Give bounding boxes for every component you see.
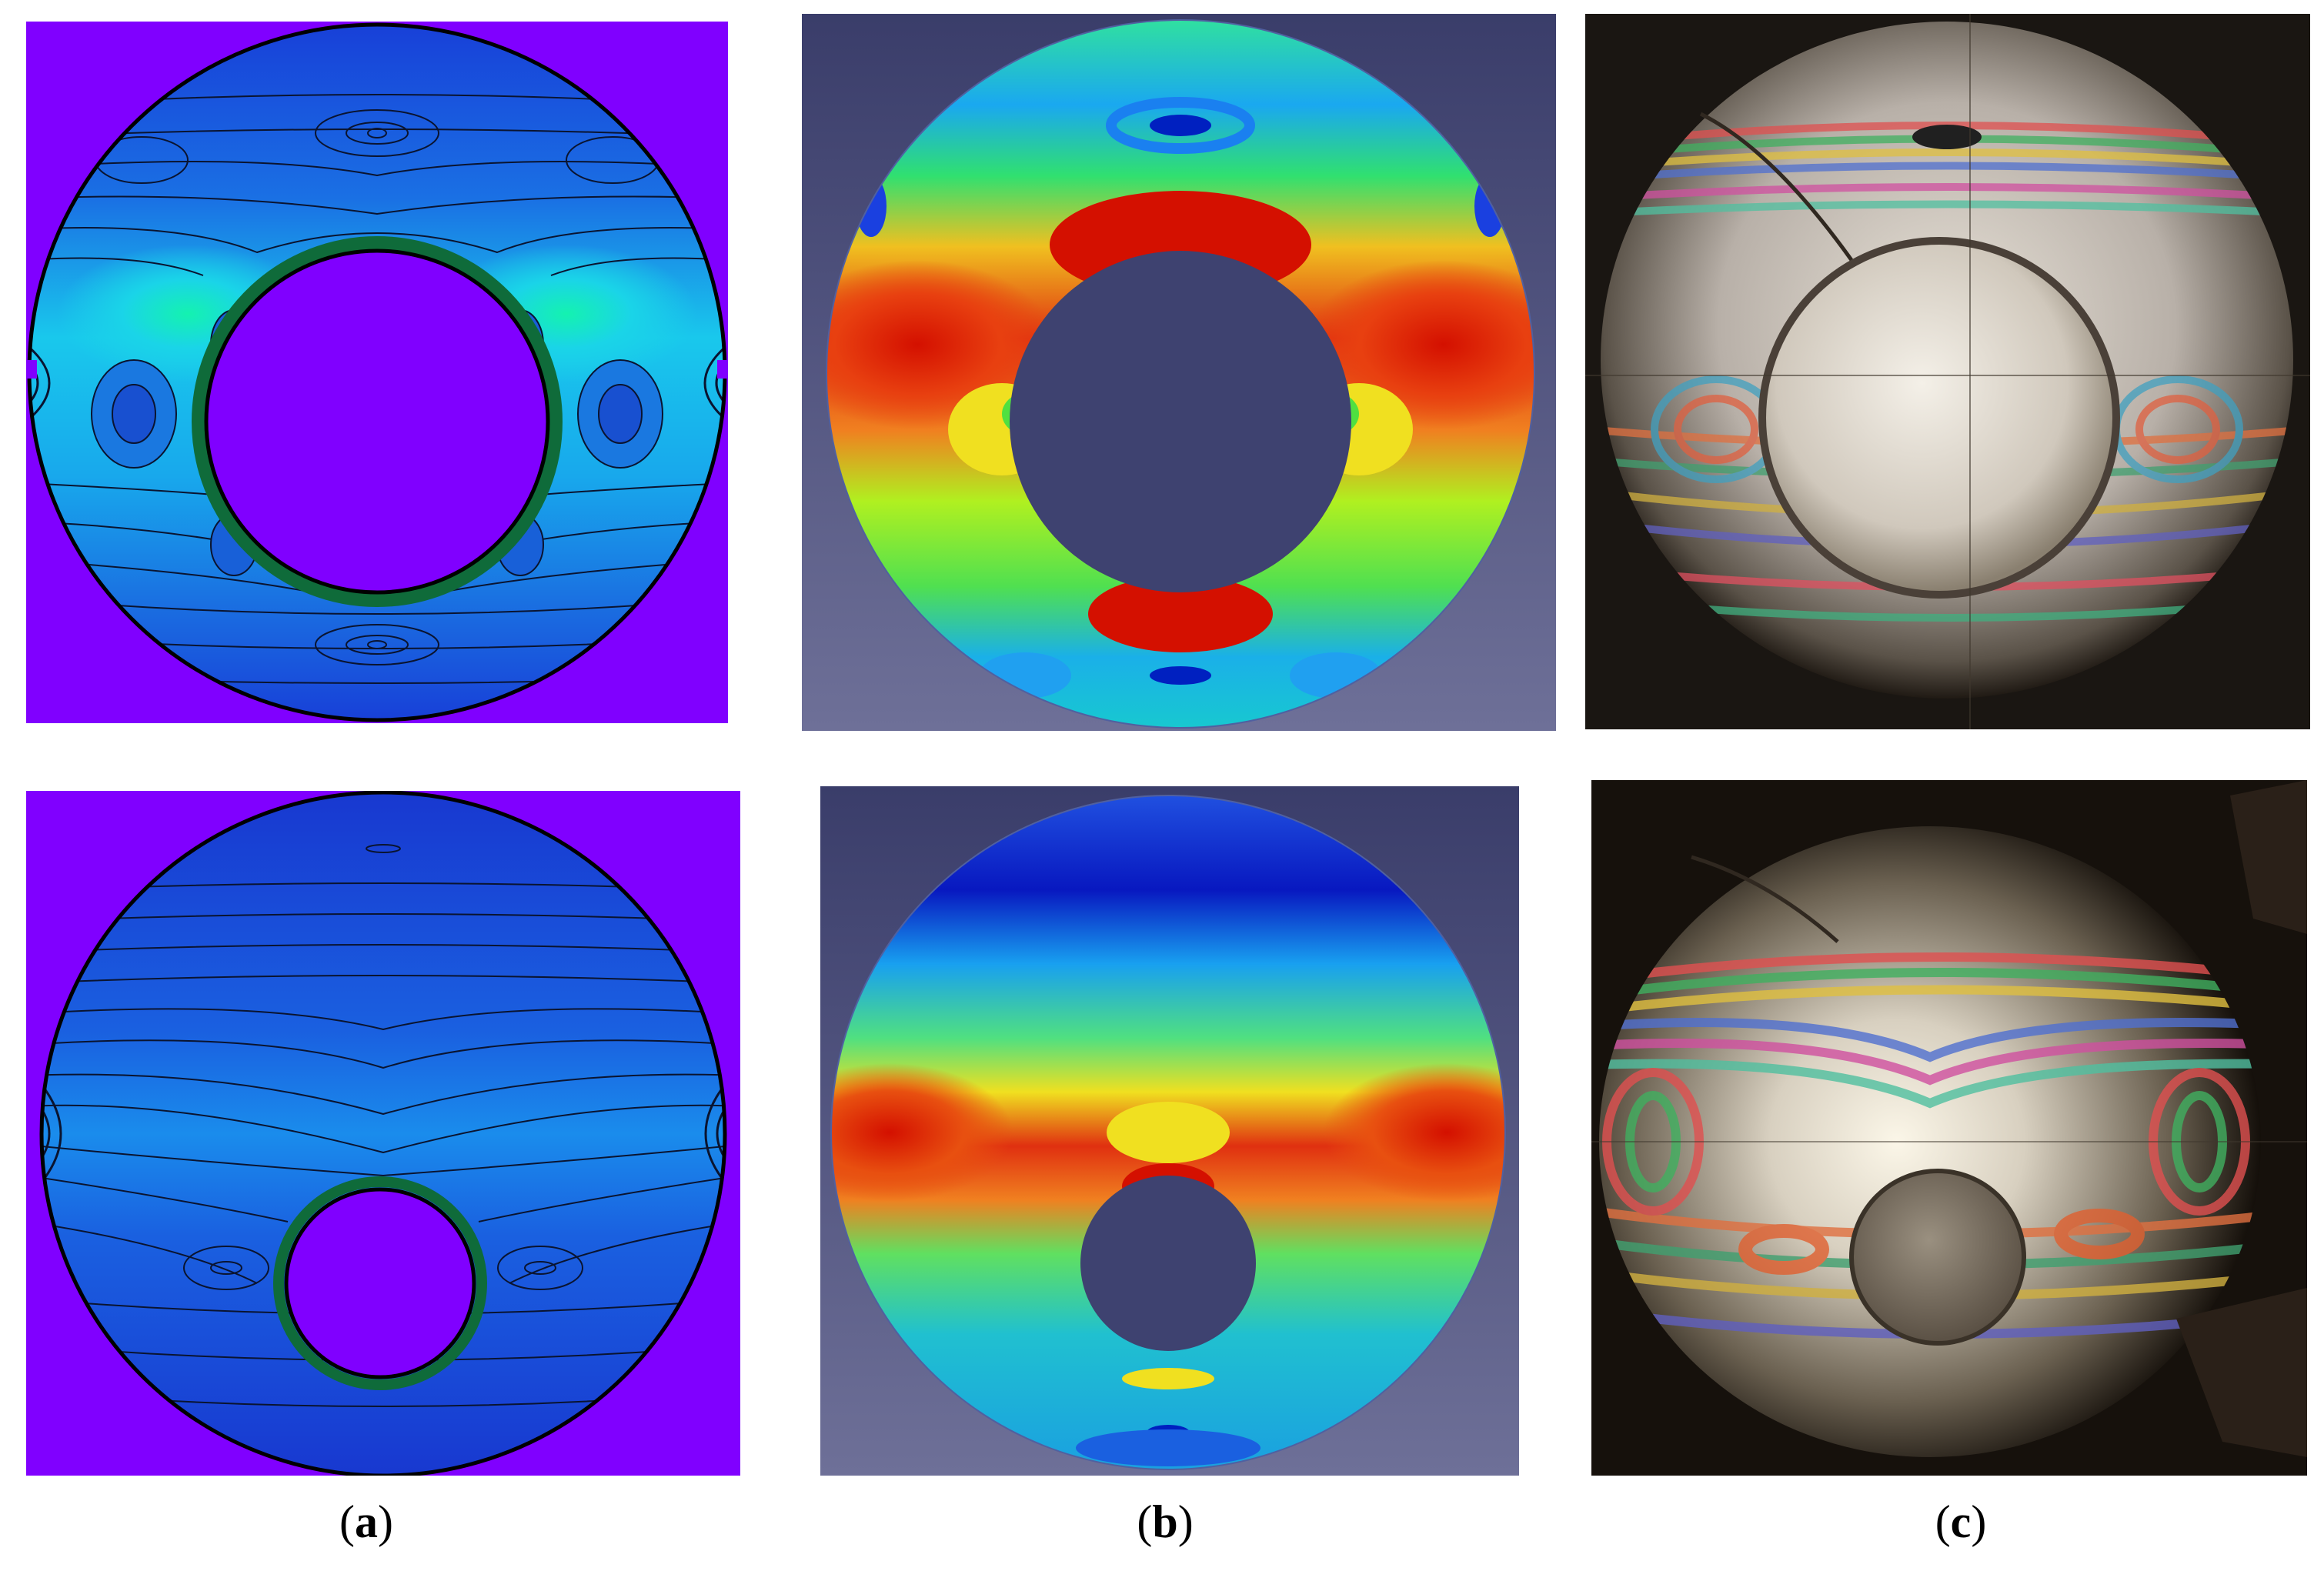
caption-c-open: ( — [1935, 1496, 1951, 1547]
caption-c-letter: c — [1950, 1496, 1972, 1547]
panel-c-top-photograph — [1585, 14, 2310, 729]
fixture-corner-bottom — [2176, 1288, 2307, 1457]
caption-a-open: ( — [339, 1496, 355, 1547]
central-hole — [1080, 1176, 1256, 1351]
fea-map-svg — [820, 786, 1519, 1476]
contour-plot-svg — [26, 791, 740, 1476]
caption-c-close: ) — [1971, 1496, 1987, 1547]
contour-disc — [42, 792, 725, 1476]
caption-b-letter: b — [1152, 1496, 1178, 1547]
caption-b-close: ) — [1177, 1496, 1194, 1547]
top-dark-fringe — [1912, 125, 1982, 149]
caption-c: (c) — [1845, 1491, 2076, 1553]
caption-a-letter: a — [355, 1496, 378, 1547]
panel-b-bottom-fea-map — [820, 786, 1519, 1476]
hole-rim-band — [273, 1176, 487, 1390]
right-load-point — [717, 360, 728, 379]
photograph-svg — [1585, 14, 2310, 729]
caption-a-close: ) — [378, 1496, 393, 1547]
central-hole — [1849, 1169, 2026, 1346]
crack-line — [1699, 112, 1865, 277]
panel-b-top-fea-map — [802, 14, 1556, 731]
fea-stress-regions — [826, 97, 1534, 699]
caption-b-open: ( — [1137, 1496, 1153, 1547]
contour-plot-svg — [26, 22, 728, 723]
caption-b: (b) — [1050, 1491, 1281, 1553]
panel-a-top-contour-plot — [26, 22, 728, 723]
crack-line — [1691, 855, 1839, 943]
photograph-svg — [1591, 780, 2307, 1476]
central-hole — [204, 248, 550, 595]
left-load-point — [26, 360, 37, 379]
fea-map-svg — [802, 14, 1556, 731]
central-hole — [1010, 251, 1351, 592]
panel-a-bottom-contour-plot — [26, 791, 740, 1476]
caption-a: (a) — [251, 1491, 482, 1553]
panel-c-bottom-photograph — [1591, 780, 2307, 1476]
fixture-corner-top — [2230, 780, 2307, 934]
disc-edge — [826, 19, 1535, 729]
central-hole — [1766, 245, 2112, 591]
disc-outline — [39, 791, 727, 1476]
disc-edge — [830, 795, 1506, 1470]
central-hole — [284, 1187, 476, 1379]
hole-rim-band — [192, 236, 563, 607]
